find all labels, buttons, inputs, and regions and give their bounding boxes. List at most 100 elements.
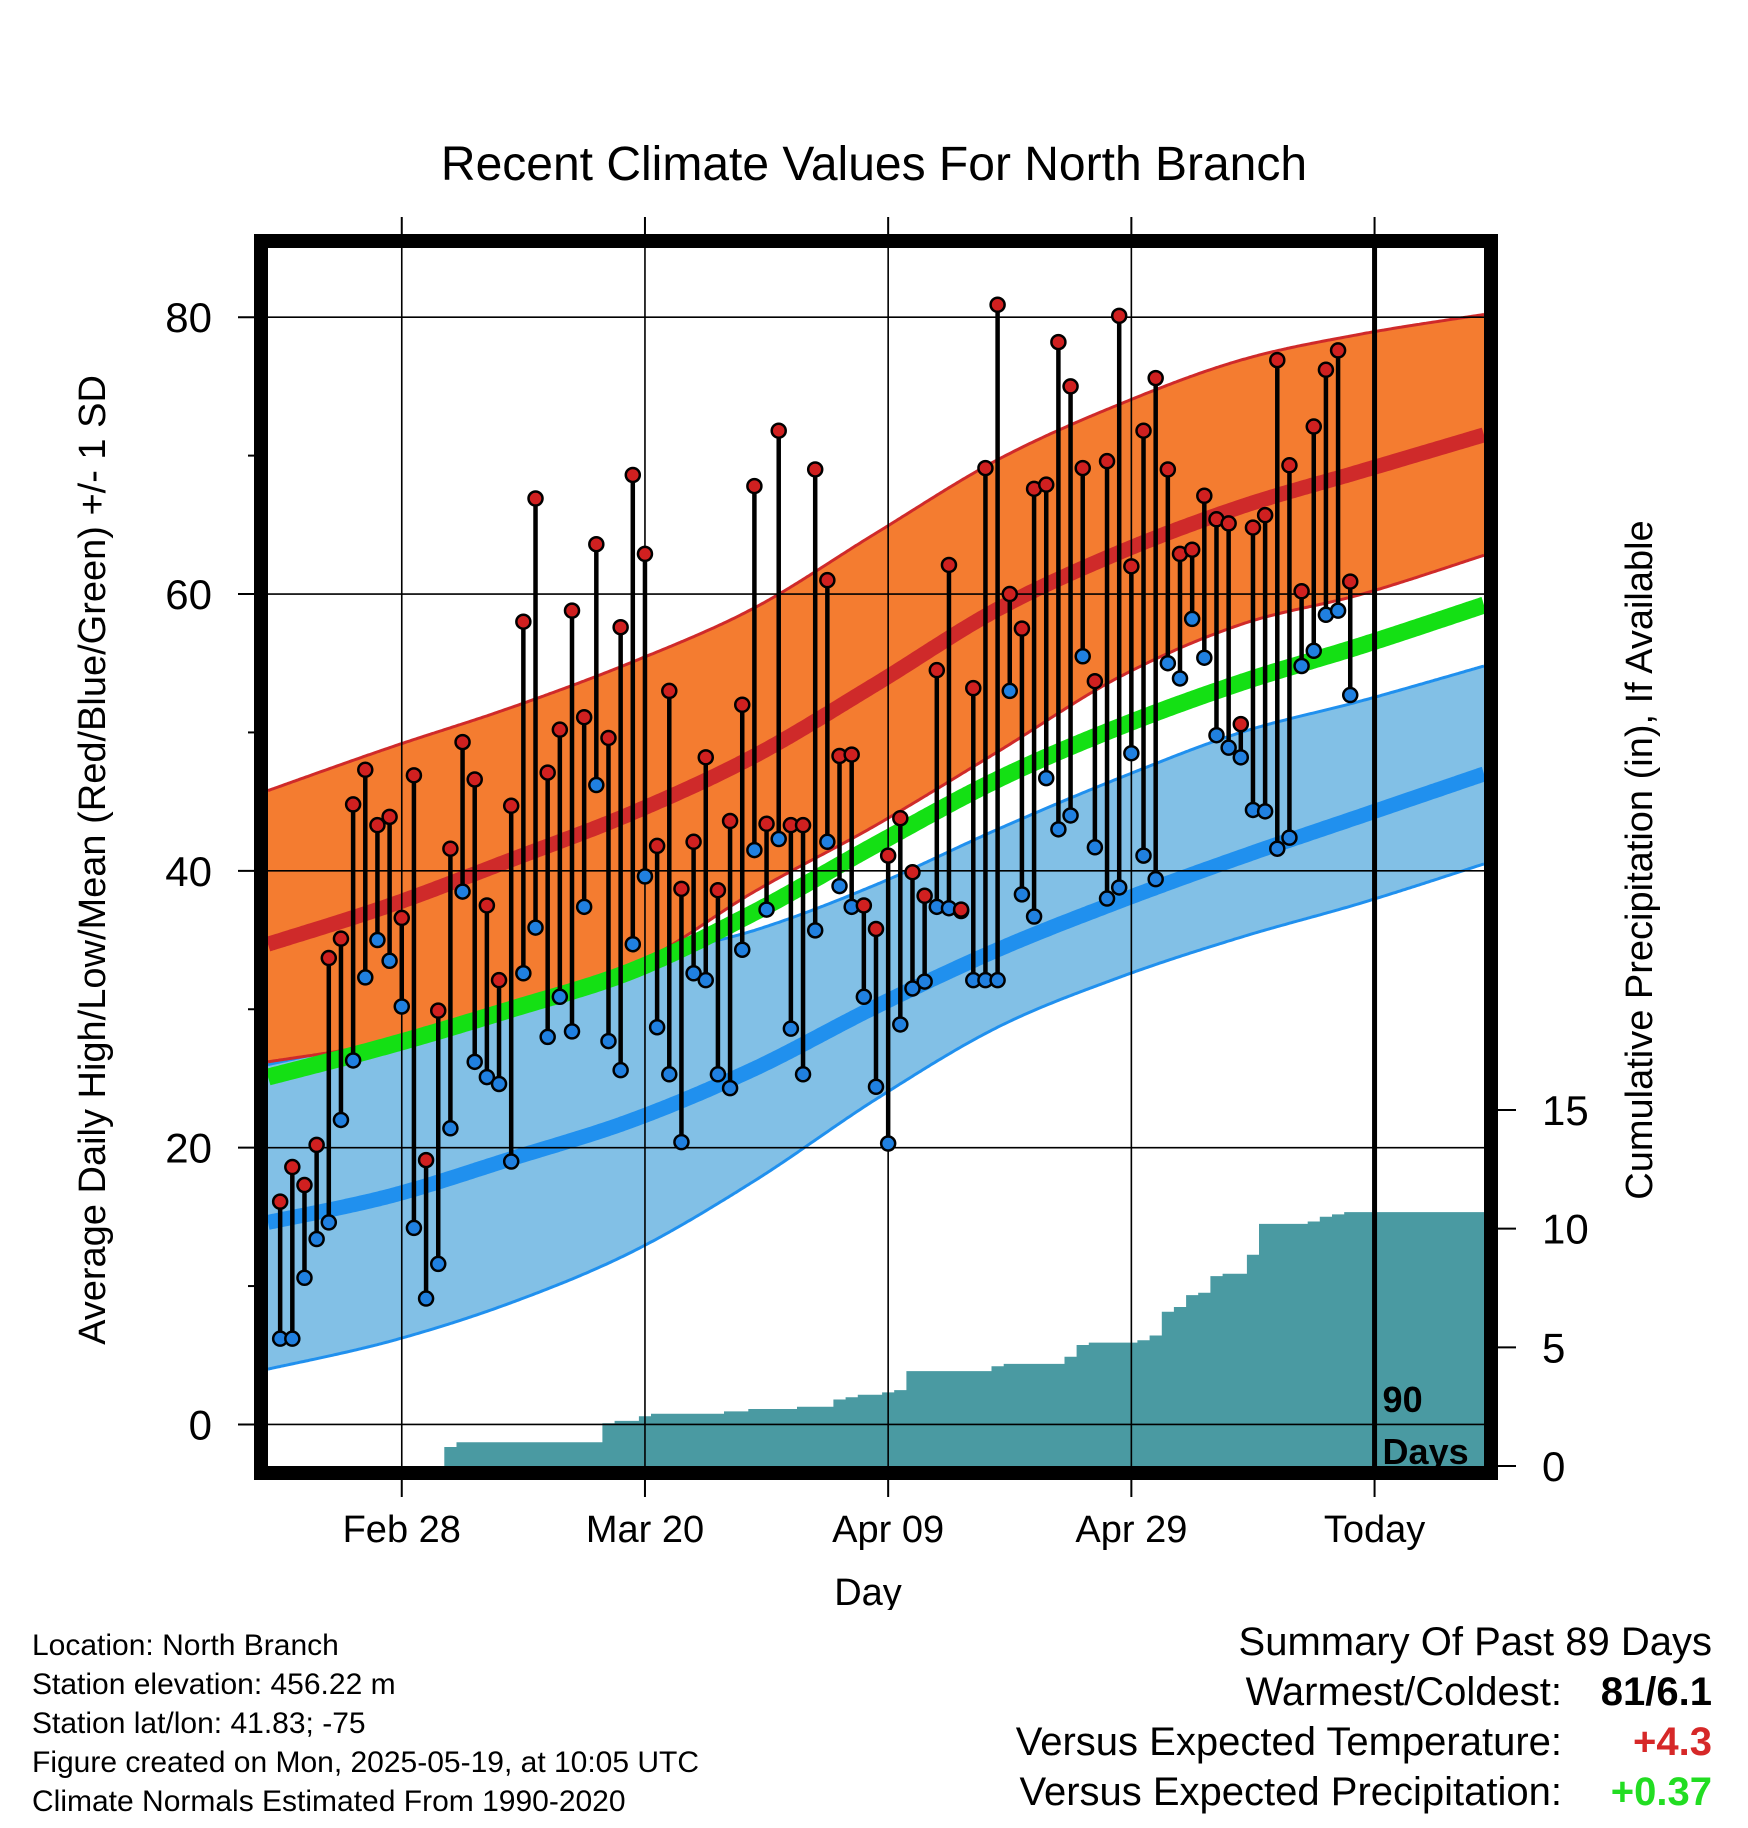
low-point [429, 1255, 447, 1273]
plot-area [268, 248, 1484, 1466]
today-annotation-line: 90 [1383, 1379, 1423, 1420]
high-point [733, 696, 751, 713]
high-point [563, 602, 581, 619]
high-point [271, 1193, 289, 1210]
y-tick-label: 60 [165, 571, 212, 618]
high-point [284, 1158, 301, 1176]
high-point [1329, 342, 1347, 359]
low-point [855, 988, 873, 1006]
low-point [1086, 839, 1104, 856]
summary-panel: Summary Of Past 89 Days Warmest/Coldest:… [1016, 1620, 1712, 1820]
high-point [478, 897, 496, 914]
high-point [1341, 573, 1359, 590]
low-point [624, 935, 642, 953]
high-point [673, 880, 690, 898]
low-point [904, 980, 921, 997]
climate-chart: Recent Climate Values For North Branch 9… [72, 138, 1661, 1610]
low-point [782, 1020, 800, 1037]
low-point [1147, 870, 1164, 888]
low-point [636, 868, 654, 885]
y2-tick-label: 10 [1542, 1206, 1589, 1253]
high-point [928, 661, 946, 679]
high-point [904, 863, 921, 881]
high-point [490, 971, 508, 989]
low-point [1183, 610, 1201, 628]
warmest-value: 81 [1600, 1670, 1646, 1714]
low-point [1001, 682, 1019, 700]
high-upper-edge [268, 312, 1484, 792]
low-point [1220, 739, 1237, 756]
low-point [916, 973, 933, 990]
low-point [369, 931, 386, 949]
low-lower-edge [268, 862, 1484, 1371]
low-point [1062, 807, 1079, 824]
low-point [405, 1219, 423, 1237]
high-point [539, 764, 556, 781]
high-point [879, 847, 897, 864]
y2-tick-label: 15 [1542, 1087, 1589, 1134]
low-point [685, 965, 702, 982]
low-point [1341, 686, 1359, 704]
low-point [1025, 908, 1043, 925]
low-point [733, 941, 751, 958]
high-point [977, 459, 994, 477]
high-point [1293, 583, 1310, 600]
high-point [1123, 558, 1140, 575]
high-point [332, 930, 350, 947]
high-point [770, 422, 787, 439]
high-point [636, 545, 654, 563]
low-point [344, 1052, 362, 1069]
high-point [1110, 307, 1128, 325]
high-point [1244, 519, 1262, 536]
high-point [697, 749, 715, 766]
high-point [1159, 461, 1177, 478]
low-point [308, 1230, 325, 1248]
high-point [466, 771, 483, 788]
high-point [612, 618, 629, 636]
high-point [1305, 418, 1323, 435]
today-marker: 90 Days [1372, 248, 1469, 1472]
low-point [1110, 879, 1128, 896]
low-point [296, 1269, 313, 1287]
low-point [794, 1066, 812, 1083]
high-point [381, 808, 398, 826]
low-point [284, 1330, 301, 1347]
high-point [1281, 457, 1298, 474]
low-point [1281, 829, 1298, 846]
y-axis-label: Average Daily High/Low/Mean (Red/Blue/Gr… [72, 375, 114, 1345]
station-info: Location: North Branch Station elevation… [32, 1626, 699, 1821]
x-tick-label: Apr 29 [1075, 1509, 1187, 1551]
low-point [320, 1214, 338, 1231]
low-point [332, 1111, 350, 1129]
low-point [563, 1023, 581, 1040]
high-point [867, 920, 885, 938]
low-point [417, 1290, 435, 1307]
high-point [344, 796, 362, 813]
precip-anomaly-value: +0.37 [1610, 1770, 1712, 1814]
high-point [661, 682, 678, 700]
coldest-value: 6.1 [1656, 1670, 1712, 1714]
high-point [746, 477, 763, 495]
location-text: Location: North Branch [32, 1629, 339, 1662]
x-tick-label: Mar 20 [586, 1509, 704, 1551]
low-point [1050, 821, 1067, 838]
low-point [758, 901, 775, 918]
x-tick-label: Today [1324, 1509, 1425, 1551]
low-point [1013, 886, 1031, 903]
low-point [697, 971, 715, 989]
low-point [1037, 769, 1055, 787]
high-point [1220, 515, 1237, 532]
axes: 0 20 40 60 80 0 5 10 15 Feb 28 Mar 20 Apr 09 Apr 29 T… [165, 217, 1589, 1551]
high-point [1135, 422, 1152, 439]
high-point [965, 679, 982, 697]
high-point [1269, 351, 1286, 369]
low-point [393, 998, 411, 1015]
low-point [879, 1135, 897, 1152]
high-point [685, 833, 702, 851]
observations [271, 296, 1359, 1347]
high-point [588, 535, 605, 553]
temp-anomaly-label: Versus Expected Temperature: [1015, 1720, 1562, 1764]
normal-mean-line [268, 596, 1484, 1086]
high-point [1317, 361, 1335, 379]
gridlines [268, 248, 1484, 1466]
